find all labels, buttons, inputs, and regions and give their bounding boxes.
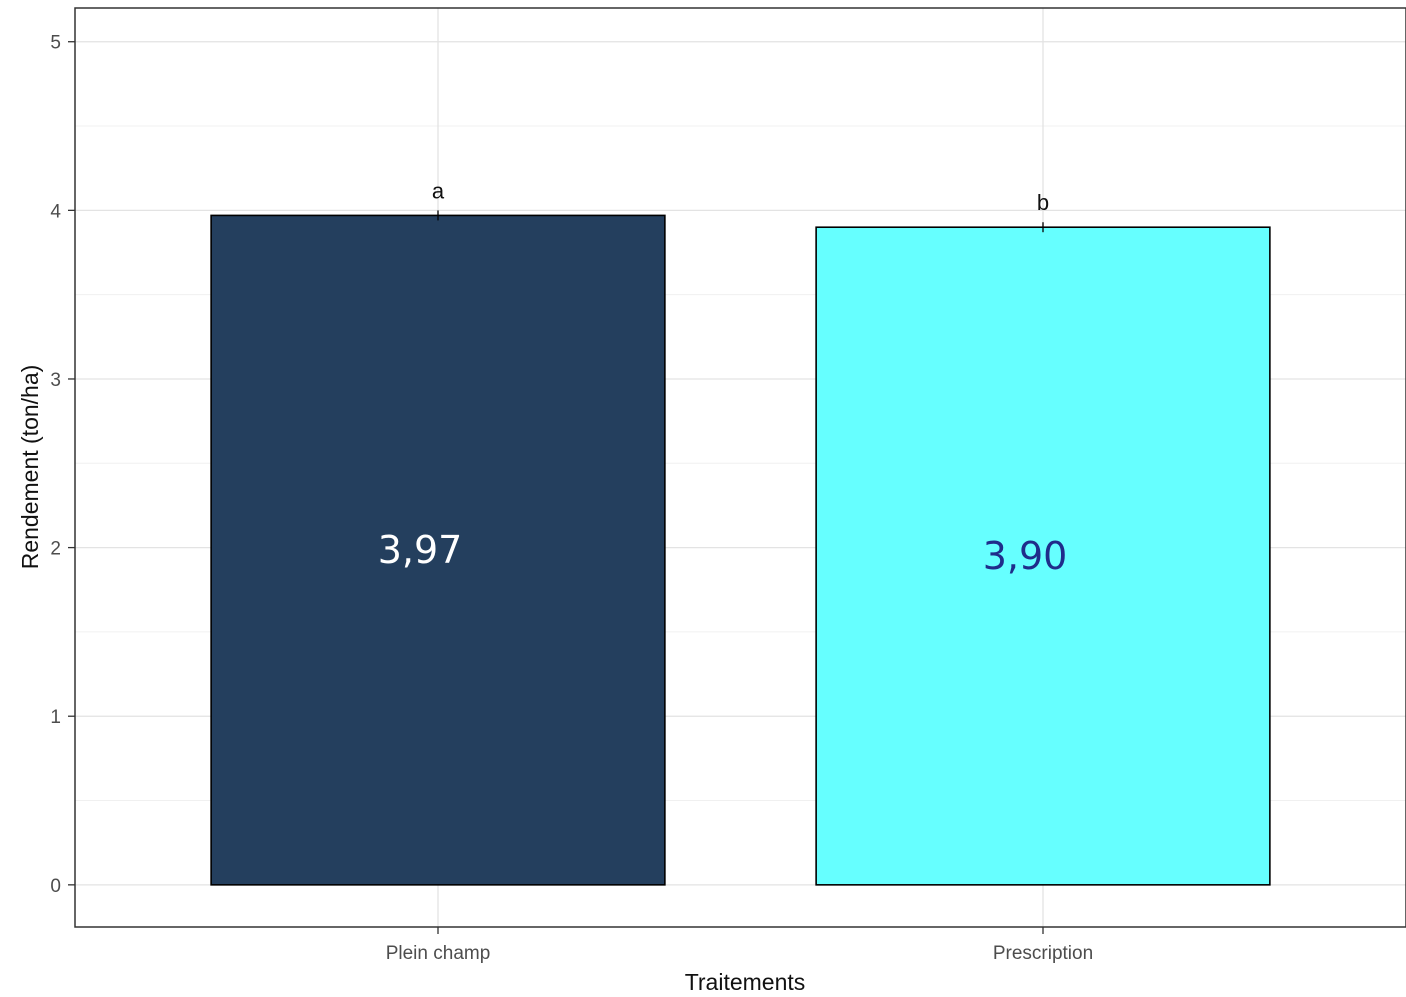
y-tick-label: 1 bbox=[50, 707, 61, 728]
error-bars bbox=[437, 210, 1044, 233]
bars bbox=[210, 214, 1271, 886]
significance-letter-2: b bbox=[1037, 190, 1049, 215]
value-labels: 3,97 3,90 bbox=[378, 528, 1068, 578]
plot-panel-border bbox=[74, 7, 1406, 928]
y-axis: 0 1 2 3 4 5 bbox=[50, 33, 75, 897]
x-axis-title: Traitements bbox=[685, 969, 806, 995]
y-tick-label: 2 bbox=[50, 539, 61, 560]
x-tick-label: Plein champ bbox=[386, 943, 491, 964]
y-axis-title: Rendement (ton/ha) bbox=[17, 365, 43, 570]
value-label-1: 3,97 bbox=[378, 528, 463, 572]
x-axis: Plein champ Prescription bbox=[386, 927, 1093, 964]
y-tick-label: 3 bbox=[50, 370, 61, 391]
x-tick-label: Prescription bbox=[993, 943, 1093, 964]
y-tick-label: 5 bbox=[50, 33, 61, 54]
significance-letter-1: a bbox=[432, 178, 445, 203]
y-tick-label: 4 bbox=[50, 201, 61, 222]
value-label-2: 3,90 bbox=[983, 534, 1068, 578]
bar-1 bbox=[210, 214, 666, 886]
bar-2 bbox=[815, 226, 1271, 886]
y-tick-label: 0 bbox=[50, 876, 61, 897]
